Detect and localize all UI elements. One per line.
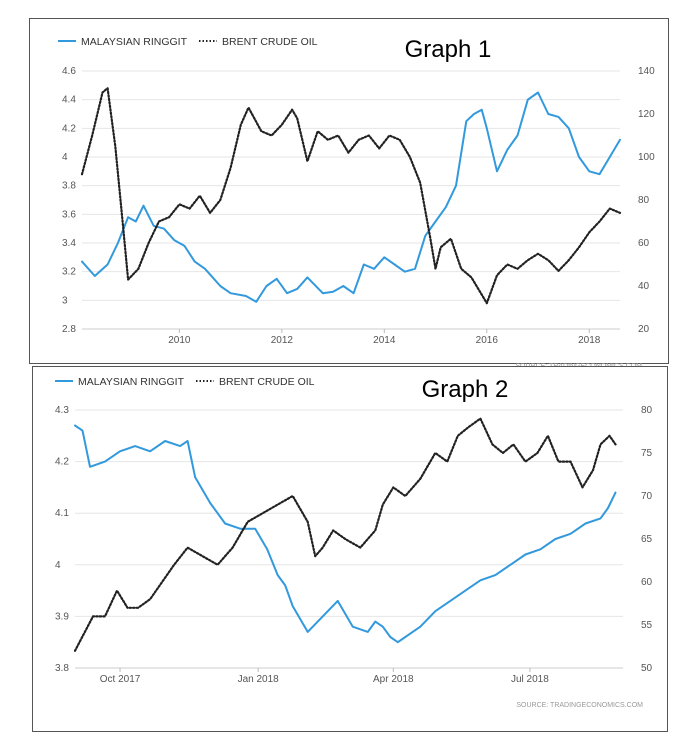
y-left-tick-label: 4.2 (62, 123, 76, 134)
y-right-tick-label: 40 (638, 281, 650, 292)
chart-graph-2: 3.8 3.9 4 4.1 4.2 4.3 50 55 60 65 70 75 80 Oct 2017 Ja… (55, 376, 653, 709)
x-tick-label: 2016 (476, 335, 499, 346)
y-right-tick-label: 60 (638, 238, 650, 249)
y-right-tick-label: 20 (638, 324, 650, 335)
legend-label: MALAYSIAN RINGGIT (81, 36, 188, 48)
series-line-brent-crude-oil (80, 87, 622, 305)
chart-panel-graph-2: 3.8 3.9 4 4.1 4.2 4.3 50 55 60 65 70 75 80 Oct 2017 Ja… (32, 366, 668, 732)
graph-title: Graph 1 (405, 36, 492, 63)
y-left-tick-label: 4.4 (62, 95, 76, 106)
chart-panel-graph-1: 2.8 3 3.2 3.4 3.6 3.8 4 4.2 4.4 4.6 20 40 60 80 100 120… (29, 18, 669, 370)
y-right-tick-label: 50 (641, 663, 653, 674)
legend-label: BRENT CRUDE OIL (219, 376, 315, 388)
y-right-tick-label: 100 (638, 152, 655, 163)
y-right-tick-label: 140 (638, 66, 655, 77)
chart-graph-1: 2.8 3 3.2 3.4 3.6 3.8 4 4.2 4.4 4.6 20 40 60 80 100 120… (58, 36, 655, 370)
y-right-tick-label: 75 (641, 448, 653, 459)
y-right-tick-label: 120 (638, 109, 655, 120)
y-left-tick-label: 3.9 (55, 611, 69, 622)
x-tick-label: 2010 (168, 335, 191, 346)
x-tick-label: 2018 (578, 335, 601, 346)
x-tick-label: Jan 2018 (238, 674, 280, 685)
y-left-tick-label: 3.6 (62, 209, 76, 220)
legend-label: BRENT CRUDE OIL (222, 36, 318, 48)
y-left-tick-label: 4.3 (55, 405, 69, 416)
y-left-tick-label: 3.2 (62, 267, 76, 278)
y-left-tick-label: 4.6 (62, 66, 76, 77)
y-left-tick-label: 4.1 (55, 508, 69, 519)
y-right-tick-label: 70 (641, 491, 653, 502)
y-left-tick-label: 3.8 (55, 663, 69, 674)
legend-label: MALAYSIAN RINGGIT (78, 376, 185, 388)
y-right-tick-label: 80 (641, 405, 653, 416)
x-tick-label: Jul 2018 (511, 674, 549, 685)
series-line-brent-crude-oil (73, 417, 617, 652)
y-right-tick-label: 55 (641, 620, 653, 631)
x-tick-label: Apr 2018 (373, 674, 414, 685)
source-note: SOURCE: TRADINGECONOMICS.COM (516, 702, 643, 709)
y-left-tick-label: 3 (62, 295, 68, 306)
graph-title: Graph 2 (422, 376, 509, 403)
series-line-malaysian-ringgit (74, 424, 617, 644)
y-left-tick-label: 4.2 (55, 457, 69, 468)
y-left-tick-label: 2.8 (62, 324, 76, 335)
y-left-tick-label: 4 (55, 560, 61, 571)
series-line-malaysian-ringgit (81, 91, 621, 303)
y-left-tick-label: 4 (62, 152, 68, 163)
x-tick-label: 2012 (271, 335, 294, 346)
x-tick-label: Oct 2017 (100, 674, 141, 685)
y-left-tick-label: 3.8 (62, 181, 76, 192)
y-left-tick-label: 3.4 (62, 238, 76, 249)
y-right-tick-label: 65 (641, 534, 653, 545)
x-tick-label: 2014 (373, 335, 396, 346)
y-right-tick-label: 80 (638, 195, 650, 206)
y-right-tick-label: 60 (641, 577, 653, 588)
